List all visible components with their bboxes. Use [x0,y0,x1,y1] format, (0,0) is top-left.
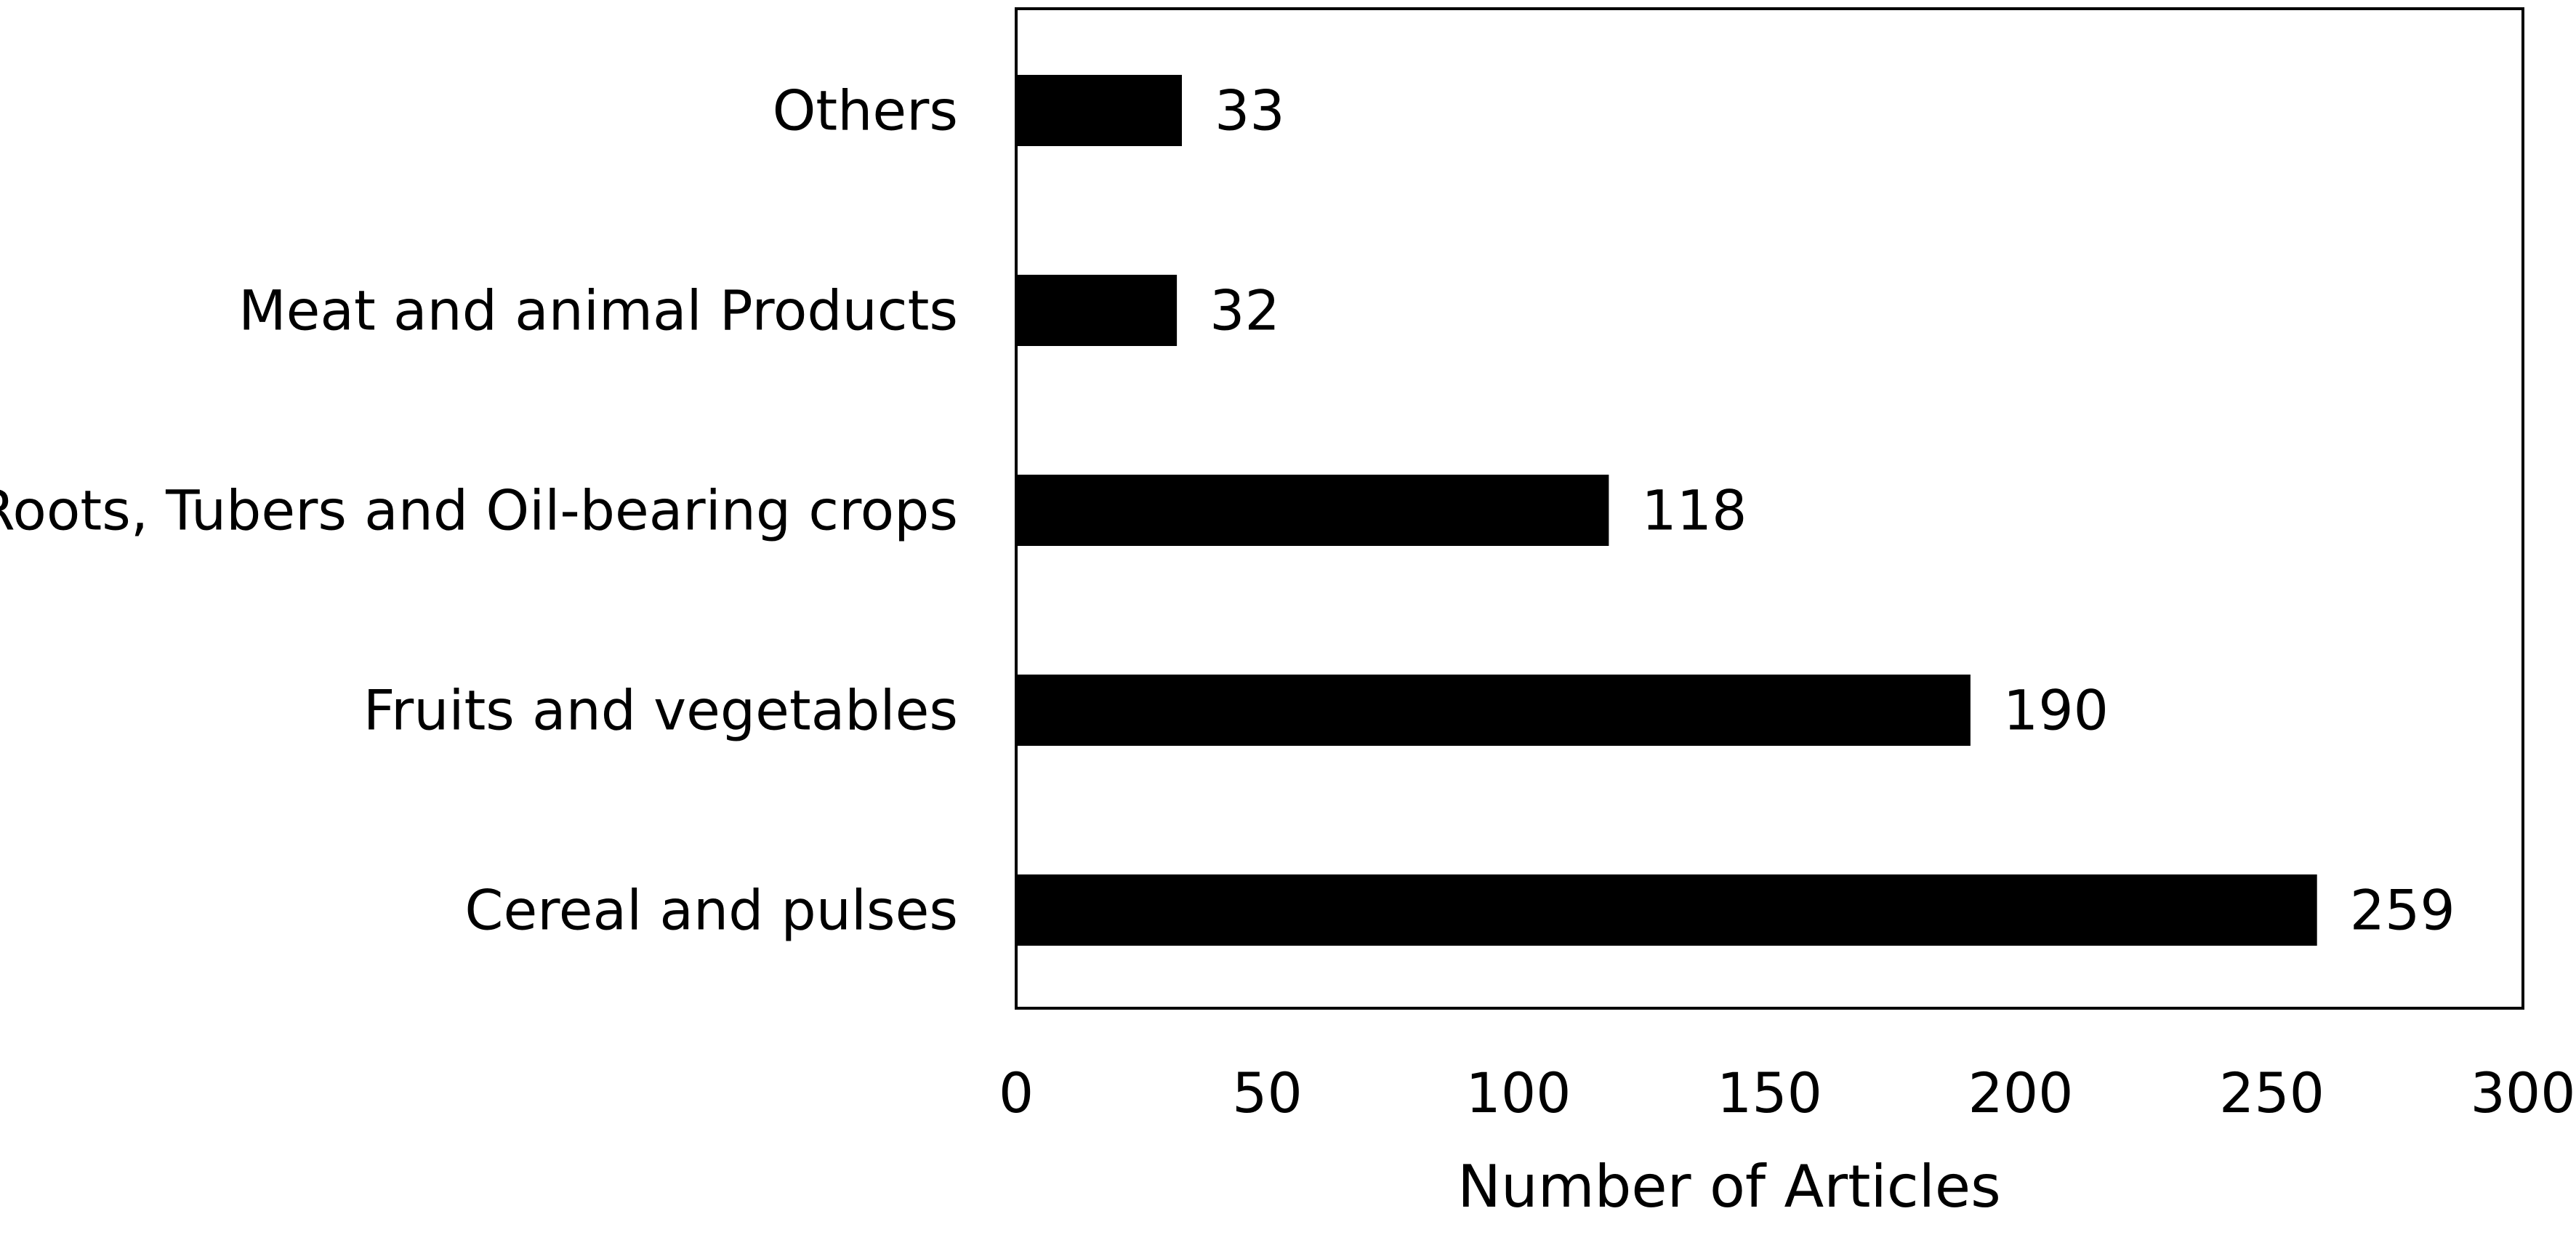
category-label: Others [773,79,958,143]
x-tick-label: 50 [1232,1061,1303,1125]
x-axis-title: Number of Articles [1457,1153,2001,1220]
category-label: Meat and animal Products [238,278,958,343]
category-label: Cereal and pulses [464,878,958,943]
data-label: 33 [1215,79,1285,143]
x-tick-label: 150 [1717,1061,1822,1125]
x-tick-label: 0 [999,1061,1034,1125]
bar [1016,475,1609,546]
data-label: 259 [2350,878,2455,943]
x-tick-label: 300 [2470,1061,2575,1125]
bar [1016,275,1178,346]
category-labels: Others Meat and animal Products Roots, Tub… [0,79,958,943]
bar [1016,874,2317,946]
bar [1016,675,1971,746]
data-label: 32 [1209,278,1280,343]
category-label: Roots, Tubers and Oil-bearing crops [0,478,958,543]
data-labels: 33 32 118 190 259 [1209,79,2455,943]
data-label: 190 [2003,678,2109,743]
x-axis-ticks: 0 50 100 150 200 250 300 [999,1061,2576,1125]
x-tick-label: 200 [1968,1061,2073,1125]
bars-layer [1016,75,2317,946]
bar [1016,75,1183,146]
category-label: Fruits and vegetables [363,678,958,743]
x-tick-label: 250 [2219,1061,2325,1125]
x-tick-label: 100 [1465,1061,1571,1125]
data-label: 118 [1641,478,1747,543]
